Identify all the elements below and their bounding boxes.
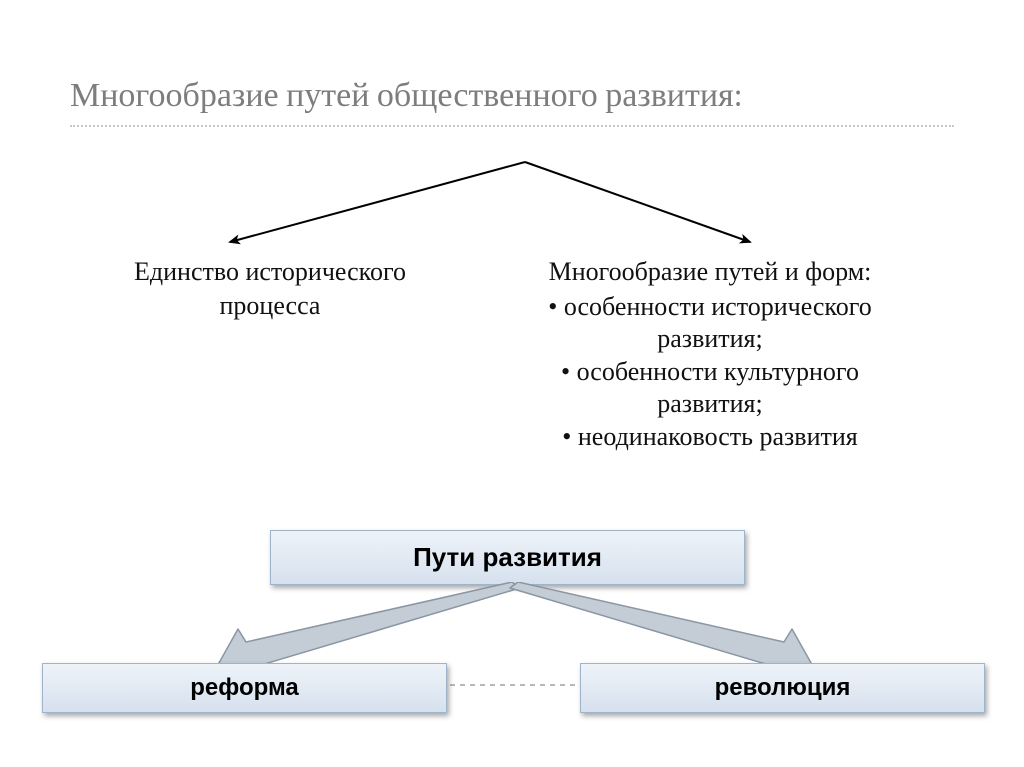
bullet-line: • особенности культурного	[470, 356, 950, 389]
page-title: Многообразие путей общественного развити…	[70, 75, 954, 127]
paths-box: Пути развития	[270, 530, 745, 585]
branch-left: Единство исторического процесса	[105, 255, 435, 323]
arrow-left	[230, 162, 525, 242]
bullet-line: • особенности исторического	[470, 291, 950, 324]
bullet-line: развития;	[470, 323, 950, 356]
branch-left-line1: Единство исторического	[105, 255, 435, 289]
reform-box: реформа	[42, 663, 447, 713]
branch-right-bullets: • особенности исторического развития; • …	[470, 291, 950, 454]
arrow-right	[525, 162, 750, 242]
branch-right: Многообразие путей и форм: • особенности…	[470, 255, 950, 453]
bullet-line: • неодинаковость развития	[470, 421, 950, 454]
revolution-box: революция	[580, 663, 985, 713]
bullet-line: развития;	[470, 388, 950, 421]
branch-right-head: Многообразие путей и форм:	[470, 255, 950, 289]
branch-left-line2: процесса	[105, 289, 435, 323]
upper-branch-arrows	[130, 150, 890, 260]
